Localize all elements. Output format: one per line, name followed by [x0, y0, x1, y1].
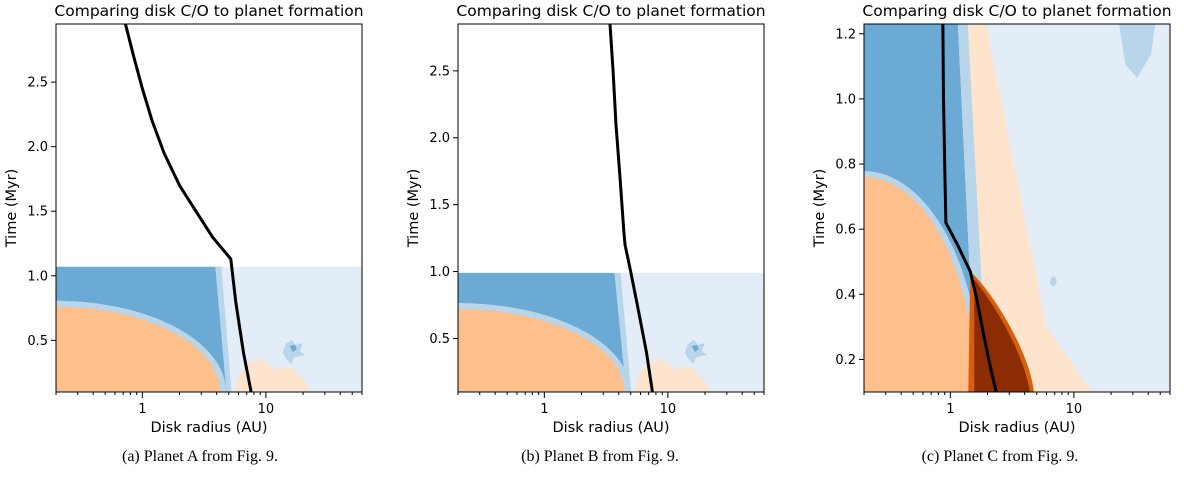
- x-axis-label: Disk radius (AU): [552, 420, 669, 436]
- y-tick-label: 1.0: [429, 265, 450, 280]
- region-speckle: [1119, 24, 1156, 78]
- y-axis-label: Time (Myr): [4, 169, 20, 248]
- region-ice-boundary: [215, 266, 232, 392]
- chart-title: Comparing disk C/O to planet formation: [456, 2, 765, 20]
- chart-title: Comparing disk C/O to planet formation: [862, 2, 1171, 20]
- x-tick-label: 1: [540, 402, 548, 417]
- region-gas-orange: [458, 309, 625, 392]
- y-tick-label: 0.8: [835, 158, 856, 173]
- y-tick-label: 1.2: [835, 27, 856, 42]
- contour-plot-b: Comparing disk C/O to planet formation 1 1…: [406, 2, 766, 436]
- x-axis-label: Disk radius (AU): [150, 420, 267, 436]
- region-outer-orange: [634, 360, 711, 392]
- caption-b: (b) Planet B from Fig. 9.: [521, 448, 679, 465]
- region-brown: [974, 279, 1030, 392]
- region-ice-boundary: [614, 272, 632, 392]
- region-gas-orange: [56, 306, 221, 392]
- region-speckle-core: [691, 345, 699, 352]
- contour-plot-c: Comparing disk C/O to planet formation 1 1…: [812, 2, 1172, 436]
- plot-area: [458, 24, 764, 392]
- caption-c: (c) Planet C from Fig. 9.: [921, 448, 1079, 465]
- contour-plot-a: Comparing disk C/O to planet formation 1 1…: [4, 2, 364, 436]
- y-tick-label: 0.5: [27, 334, 48, 349]
- y-tick-label: 1.0: [27, 269, 48, 284]
- y-tick-label: 2.5: [429, 64, 450, 79]
- y-tick-label: 2.5: [27, 76, 48, 91]
- y-axis-label: Time (Myr): [812, 169, 828, 248]
- region-speckle-core: [289, 345, 297, 352]
- caption-a: (a) Planet A from Fig. 9.: [122, 448, 278, 465]
- plot-area: [864, 24, 1170, 392]
- axes-frame: [55, 23, 363, 393]
- plot-area: [56, 24, 362, 392]
- x-tick-label: 1: [138, 402, 146, 417]
- y-tick-label: 2.0: [429, 131, 450, 146]
- panel-a: Comparing disk C/O to planet formation 1 1…: [0, 0, 400, 486]
- y-tick-label: 0.2: [835, 353, 856, 368]
- x-tick-label: 10: [1066, 402, 1083, 417]
- planet-track: [941, 24, 998, 392]
- axes-frame: [863, 23, 1171, 393]
- region-speckle-small: [1049, 276, 1057, 288]
- y-tick-label: 0.4: [835, 288, 856, 303]
- planet-track: [124, 24, 253, 392]
- y-tick-label: 0.6: [835, 223, 856, 238]
- y-tick-label: 2.0: [27, 140, 48, 155]
- y-axis-label: Time (Myr): [406, 169, 422, 248]
- y-tick-label: 1.5: [429, 198, 450, 213]
- region-gas-orange: [864, 177, 976, 392]
- x-axis-label: Disk radius (AU): [958, 420, 1075, 436]
- planet-track: [608, 24, 654, 392]
- region-outer-orange: [967, 24, 1092, 392]
- x-tick-label: 1: [946, 402, 954, 417]
- panel-b: Comparing disk C/O to planet formation 1 1…: [400, 0, 800, 486]
- x-tick-label: 10: [660, 402, 677, 417]
- y-tick-label: 0.5: [429, 332, 450, 347]
- chart-title: Comparing disk C/O to planet formation: [54, 2, 363, 20]
- y-tick-label: 1.0: [835, 92, 856, 107]
- x-tick-label: 10: [258, 402, 275, 417]
- region-speckle: [684, 340, 707, 364]
- axes-frame: [457, 23, 765, 393]
- panel-c: Comparing disk C/O to planet formation 1 1…: [800, 0, 1200, 486]
- region-speckle: [282, 340, 305, 364]
- y-tick-label: 1.5: [27, 205, 48, 220]
- region-outer-orange: [234, 360, 311, 392]
